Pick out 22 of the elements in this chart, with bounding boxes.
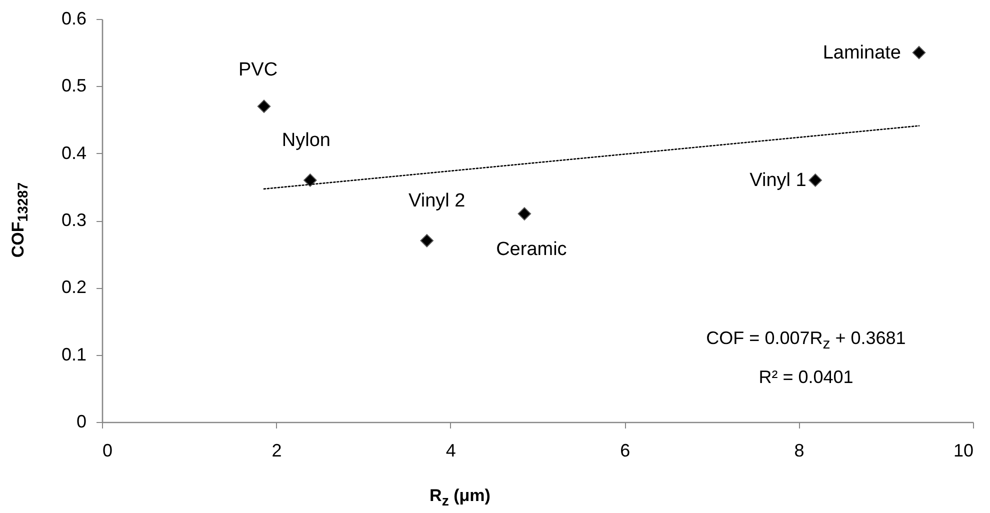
x-tick-label: 0 (102, 440, 113, 460)
annotation: R² = 0.0401 (758, 366, 854, 389)
annotation: Laminate (822, 42, 901, 64)
y-tick-label: 0.1 (61, 344, 86, 364)
annotation: PVC (238, 59, 278, 80)
x-tick-label: 6 (620, 440, 630, 460)
annotation: Nylon (282, 130, 330, 152)
y-tick-label: 0.5 (61, 76, 86, 96)
annotation: Ceramic (496, 238, 567, 260)
annotation: COF = 0.007R$_{z}$ + 0.3681 (706, 327, 906, 355)
x-tick-label: 2 (272, 440, 282, 460)
y-tick-label: 0.6 (61, 8, 86, 28)
x-tick-label: 10 (953, 440, 974, 460)
x-tick-label: 4 (446, 440, 456, 460)
y-tick-label: 0.2 (61, 277, 86, 298)
y-tick-label: 0.4 (61, 142, 86, 163)
y-tick-label: 0 (76, 412, 86, 432)
y-tick-label: 0.3 (61, 210, 86, 230)
x-tick-label: 8 (794, 440, 804, 460)
annotation: Vinyl 1 (750, 170, 806, 192)
annotation: Vinyl 2 (408, 190, 466, 212)
x-axis-title: R$_{z}$ (μm) (430, 486, 490, 510)
